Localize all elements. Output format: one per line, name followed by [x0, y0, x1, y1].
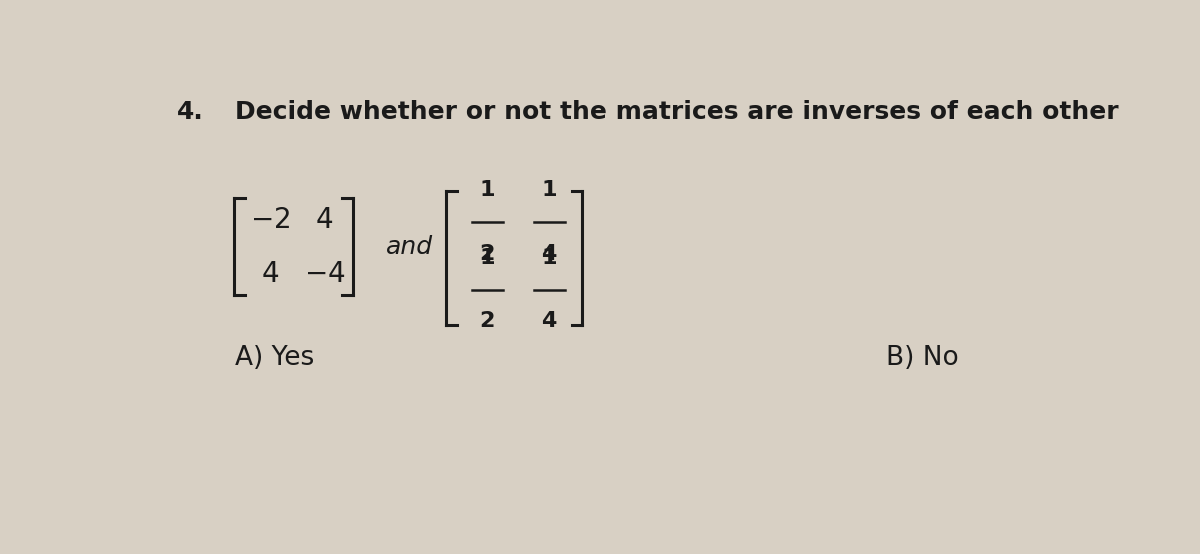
Text: 1: 1: [479, 181, 494, 201]
Text: 1: 1: [479, 248, 494, 268]
Text: 1: 1: [541, 181, 557, 201]
Text: $-2$: $-2$: [250, 206, 290, 234]
Text: and: and: [386, 235, 433, 259]
Text: $-4$: $-4$: [304, 260, 346, 288]
Text: $4$: $4$: [262, 260, 280, 288]
Text: 2: 2: [480, 244, 494, 264]
Text: 4.: 4.: [178, 100, 204, 124]
Text: 4: 4: [541, 244, 557, 264]
Text: Decide whether or not the matrices are inverses of each other: Decide whether or not the matrices are i…: [235, 100, 1118, 124]
Text: $4$: $4$: [316, 206, 334, 234]
Text: 2: 2: [480, 311, 494, 331]
Text: 1: 1: [541, 248, 557, 268]
Text: B) No: B) No: [887, 345, 959, 371]
Text: 4: 4: [541, 311, 557, 331]
Text: A) Yes: A) Yes: [235, 345, 314, 371]
